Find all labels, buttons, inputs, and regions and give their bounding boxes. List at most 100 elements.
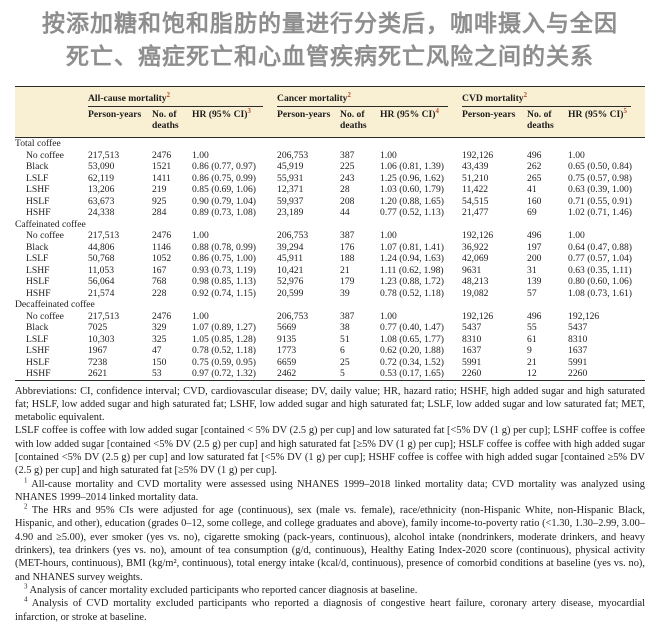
cell-value: 9135: [277, 333, 297, 345]
table-body: Total coffee No coffee 217,513 2476 1.00 206,…: [15, 138, 645, 381]
cell-value: 1.25 (0.96, 1.62): [380, 172, 444, 184]
cell-value: 206,753: [277, 149, 309, 161]
footnotes-block: Abbreviations: CI, confidence interval; …: [15, 385, 645, 624]
col-person-years: Person-years: [277, 107, 341, 138]
table-row: HSLF 56,064 768 0.98 (0.85, 1.13) 52,976 179 1…: [15, 276, 645, 288]
cell-value: 496: [527, 149, 542, 161]
footnote-marker: 2: [24, 502, 28, 511]
cell-value: 5: [340, 368, 345, 379]
cell-value: 21: [527, 356, 537, 368]
cell-value: 19,082: [462, 287, 489, 299]
table-row: LSLF 10,303 325 1.05 (0.85, 1.28) 9135 51 1.08…: [15, 334, 645, 346]
cell-value: 10,421: [277, 264, 304, 276]
cell-value: 2476: [152, 230, 172, 241]
cell-value: 11,422: [462, 184, 489, 195]
cell-value: 192,126: [462, 230, 494, 241]
cell-value: 2462: [277, 368, 297, 379]
cell-value: 192,126: [568, 310, 600, 322]
cell-value: 31: [527, 264, 537, 276]
title-line-1: 按添加糖和饱和脂肪的量进行分类后，咖啡摄入与全因: [42, 10, 618, 36]
footnote-3: 3 Analysis of cancer mortality excluded …: [15, 583, 645, 597]
row-label: No coffee: [26, 149, 64, 161]
cell-value: 7025: [88, 322, 108, 333]
cell-value: 176: [340, 241, 355, 253]
cell-value: 0.77 (0.52, 1.13): [380, 207, 444, 218]
row-label: LSLF: [26, 172, 49, 184]
cell-value: 206,753: [277, 230, 309, 241]
table-row: No coffee 217,513 2476 1.00 206,753 387 1.00 19…: [15, 230, 645, 242]
cell-value: 197: [527, 241, 542, 253]
cell-value: 0.85 (0.69, 1.06): [192, 184, 256, 195]
cell-value: 43,439: [462, 161, 489, 172]
cell-value: 53,090: [88, 161, 115, 172]
cell-value: 8310: [462, 333, 482, 345]
mortality-table: All-cause mortality2 Cancer mortality2 C…: [15, 86, 646, 381]
cell-value: 21,477: [462, 207, 489, 218]
cell-value: 2621: [88, 368, 108, 379]
group-header-row: All-cause mortality2 Cancer mortality2 C…: [15, 86, 646, 107]
row-label: Black: [26, 161, 49, 172]
cell-value: 243: [340, 172, 355, 184]
footnote-2: 2 The HRs and 95% CIs were adjusted for …: [15, 502, 645, 584]
cell-value: 0.72 (0.34, 1.52): [380, 356, 444, 368]
cell-value: 167: [152, 264, 167, 276]
cell-value: 48,213: [462, 276, 489, 287]
table-header: All-cause mortality2 Cancer mortality2 C…: [15, 86, 646, 138]
row-label: LSLF: [26, 333, 49, 345]
cell-value: 42,069: [462, 253, 489, 264]
cell-value: 150: [152, 356, 167, 368]
table-row: HSLF 7238 150 0.75 (0.59, 0.95) 6659 25 0.72 (…: [15, 357, 645, 369]
cell-value: 0.75 (0.57, 0.98): [568, 172, 632, 184]
cell-value: 0.92 (0.74, 1.15): [192, 287, 256, 299]
cell-value: 262: [527, 161, 542, 172]
cell-value: 0.97 (0.72, 1.32): [192, 368, 256, 379]
cell-value: 24,338: [88, 207, 115, 218]
cell-value: 284: [152, 207, 167, 218]
title-line-2: 死亡、癌症死亡和心血管疾病死亡风险之间的关系: [66, 43, 594, 69]
cell-value: 36,922: [462, 241, 489, 253]
group-superscript: 2: [347, 91, 351, 99]
cell-value: 51: [340, 333, 350, 345]
group-superscript: 2: [523, 91, 527, 99]
cell-value: 47: [152, 345, 162, 356]
cell-value: 0.90 (0.79, 1.04): [192, 195, 256, 207]
row-label: Black: [26, 241, 49, 253]
cell-value: 54,515: [462, 195, 489, 207]
cell-value: 1.07 (0.81, 1.41): [380, 241, 444, 253]
cell-value: 768: [152, 276, 167, 287]
cell-value: 52,976: [277, 276, 304, 287]
cell-value: 192,126: [462, 149, 494, 161]
cell-value: 1.08 (0.65, 1.77): [380, 333, 444, 345]
cell-value: 5669: [277, 322, 297, 333]
row-label: HSLF: [26, 195, 50, 207]
cell-value: 45,911: [277, 253, 304, 264]
cell-value: 39: [340, 287, 350, 299]
cell-value: 61: [527, 333, 537, 345]
cell-value: 1967: [88, 345, 108, 356]
table-row: No coffee 217,513 2476 1.00 206,753 387 1.00 19…: [15, 311, 645, 323]
cell-value: 225: [340, 161, 355, 172]
col-no-of-deaths: No. of deaths: [152, 107, 192, 138]
cell-value: 6: [340, 345, 345, 356]
cell-value: 139: [527, 276, 542, 287]
row-label: HSHF: [26, 368, 51, 379]
table-row: HSHF 21,574 228 0.92 (0.74, 1.15) 20,599 39 0.…: [15, 288, 645, 300]
cell-value: 1.20 (0.88, 1.65): [380, 195, 444, 207]
cell-value: 192,126: [462, 310, 494, 322]
table-row: Black 44,806 1146 0.88 (0.78, 0.99) 39,294 17…: [15, 242, 645, 254]
cell-value: 1.24 (0.94, 1.63): [380, 253, 444, 264]
group-header-cvd: CVD mortality2: [462, 86, 646, 107]
col-hr-ci: HR (95% CI)5: [568, 107, 646, 138]
cell-value: 1.07 (0.89, 1.27): [192, 322, 256, 333]
group-header-cancer: Cancer mortality2: [277, 86, 463, 107]
footnote-1: 1 All-cause mortality and CVD mortality …: [15, 477, 645, 505]
cell-value: 1052: [152, 253, 172, 264]
cell-value: 1.00: [568, 230, 585, 241]
cell-value: 2260: [568, 368, 588, 379]
cell-value: 0.78 (0.52, 1.18): [192, 345, 256, 356]
section-label: Caffeinated coffee: [15, 218, 86, 230]
cell-value: 0.64 (0.47, 0.88): [568, 241, 632, 253]
cell-value: 217,513: [88, 230, 120, 241]
cell-value: 325: [152, 333, 167, 345]
cell-value: 387: [340, 149, 355, 161]
